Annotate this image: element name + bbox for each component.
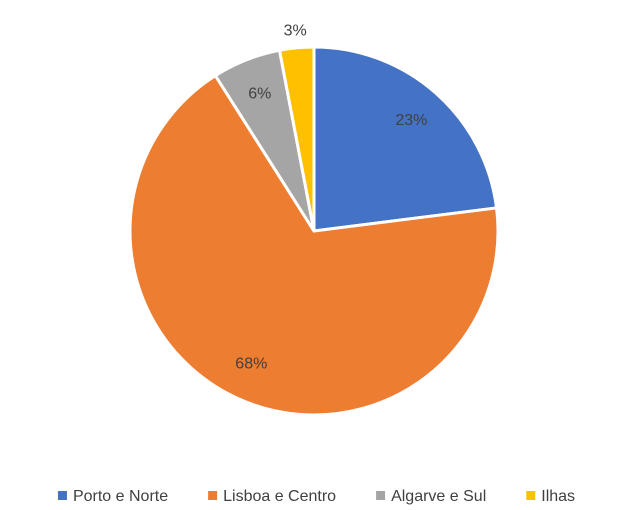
- legend-label: Porto e Norte: [73, 488, 168, 505]
- legend-label: Lisboa e Centro: [223, 488, 336, 505]
- legend-swatch: [526, 491, 536, 500]
- pie-slice: [128, 73, 500, 417]
- pie-slice: [277, 45, 316, 232]
- legend-swatch: [376, 491, 386, 500]
- legend-label: Algarve e Sul: [391, 488, 486, 505]
- pie-slice: [312, 45, 499, 233]
- legend-swatch: [57, 491, 67, 500]
- data-label: 68%: [235, 355, 267, 372]
- legend-label: Ilhas: [541, 488, 575, 505]
- data-label: 23%: [395, 112, 427, 129]
- data-label: 3%: [284, 23, 307, 40]
- data-label: 6%: [248, 85, 271, 102]
- legend-swatch: [208, 491, 218, 500]
